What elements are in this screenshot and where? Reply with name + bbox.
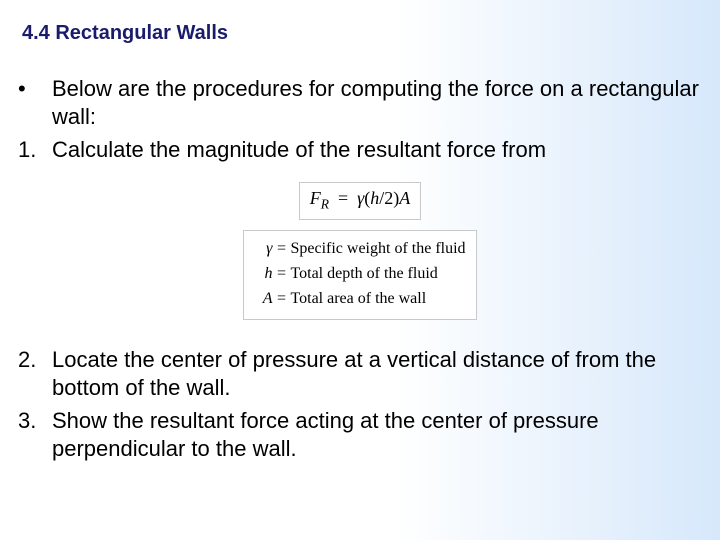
- formula-over2: /2: [379, 188, 393, 208]
- spacer: [18, 324, 702, 346]
- step-1-text: Calculate the magnitude of the resultant…: [52, 136, 702, 164]
- def-h: h = Total depth of the fluid: [254, 262, 465, 287]
- formula-R-sub: R: [321, 196, 329, 211]
- def-gamma-sym: γ: [254, 237, 272, 262]
- formula-h: h: [370, 188, 379, 208]
- def-A-eq: =: [272, 287, 290, 312]
- formula-A: A: [399, 188, 410, 208]
- def-gamma: γ = Specific weight of the fluid: [254, 237, 465, 262]
- def-gamma-txt: Specific weight of the fluid: [290, 237, 465, 262]
- body-list: • Below are the procedures for computing…: [18, 75, 702, 462]
- def-A: A = Total area of the wall: [254, 287, 465, 312]
- step-1-marker: 1.: [18, 136, 52, 164]
- def-h-eq: =: [272, 262, 290, 287]
- def-h-sym: h: [254, 262, 272, 287]
- bullet-marker: •: [18, 75, 52, 130]
- intro-bullet: • Below are the procedures for computing…: [18, 75, 702, 130]
- slide: 4.4 Rectangular Walls • Below are the pr…: [0, 0, 720, 540]
- def-A-txt: Total area of the wall: [290, 287, 426, 312]
- bullet-text: Below are the procedures for computing t…: [52, 75, 702, 130]
- step-3-marker: 3.: [18, 407, 52, 462]
- def-gamma-eq: =: [272, 237, 290, 262]
- section-title: 4.4 Rectangular Walls: [22, 22, 702, 45]
- formula-block: FR = γ(h/2)A γ = Specific weight of the …: [18, 182, 702, 321]
- def-A-sym: A: [254, 287, 272, 312]
- step-3-text: Show the resultant force acting at the c…: [52, 407, 702, 462]
- step-2: 2. Locate the center of pressure at a ve…: [18, 346, 702, 401]
- def-h-txt: Total depth of the fluid: [290, 262, 437, 287]
- formula-box: FR = γ(h/2)A: [299, 182, 422, 220]
- formula-eq: =: [338, 188, 348, 208]
- step-2-text: Locate the center of pressure at a verti…: [52, 346, 702, 401]
- definitions-box: γ = Specific weight of the fluid h = Tot…: [243, 230, 476, 320]
- formula-F: F: [310, 188, 321, 208]
- step-1: 1. Calculate the magnitude of the result…: [18, 136, 702, 164]
- step-2-marker: 2.: [18, 346, 52, 401]
- step-3: 3. Show the resultant force acting at th…: [18, 407, 702, 462]
